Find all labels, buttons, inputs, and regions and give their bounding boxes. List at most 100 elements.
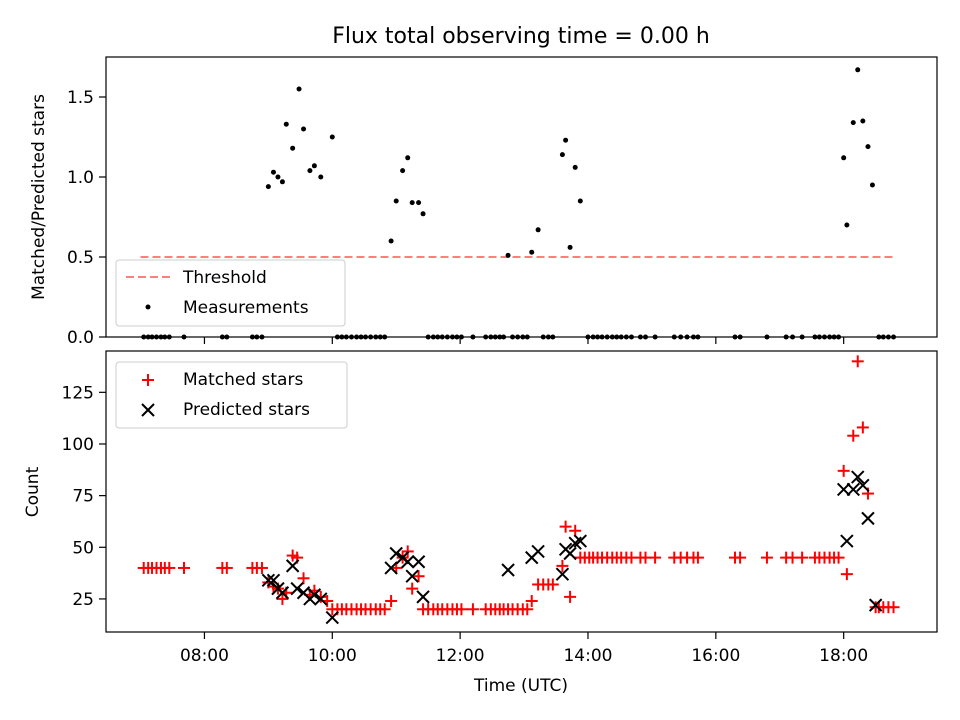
measurements-legend-label: Measurements <box>183 298 309 318</box>
measurement-point <box>420 211 426 217</box>
matched-star-point <box>378 603 391 616</box>
matched-star-point <box>837 464 850 477</box>
count-panel-xtick-label: 10:00 <box>308 646 357 666</box>
measurement-point <box>563 137 569 143</box>
measurement-point <box>290 145 296 151</box>
measurement-point <box>307 168 313 174</box>
measurement-point <box>329 134 335 140</box>
measurement-point <box>572 164 578 170</box>
matched-star-point <box>163 561 176 574</box>
measurement-point <box>844 222 850 228</box>
measurement-point <box>535 227 541 233</box>
predicted-star-point <box>405 569 419 583</box>
measurement-point <box>855 67 861 73</box>
measurement-point <box>393 198 399 204</box>
measurement-point <box>841 155 847 161</box>
matched-star-point <box>796 551 809 564</box>
predicted-star-point <box>861 511 875 526</box>
predicted-star-point <box>856 478 870 493</box>
measurement-point <box>416 200 422 206</box>
predicted-star-point <box>563 546 577 561</box>
ratio-panel-ytick-label: 1.0 <box>67 168 94 188</box>
matched-star-point <box>412 570 425 583</box>
predicted-star-point <box>851 470 865 484</box>
matched-star-point <box>851 355 864 368</box>
predicted-star-point <box>840 534 854 548</box>
count-panel-xtick-label: 14:00 <box>563 646 612 666</box>
count-panel-xtick-label: 18:00 <box>819 646 868 666</box>
measurement-point <box>279 179 285 185</box>
count-panel-xtick-label: 08:00 <box>180 646 229 666</box>
count-legend-box <box>115 361 348 429</box>
threshold-legend-label: Threshold <box>182 268 267 288</box>
matched-legend-label: Matched stars <box>183 370 303 390</box>
count-panel-ytick-label: 75 <box>72 487 94 507</box>
measurement-point <box>405 155 411 161</box>
predicted-star-point <box>266 573 281 588</box>
predicted-legend-label: Predicted stars <box>183 400 310 420</box>
ratio-panel: 0.0 0.5 1.0 1.5 Matched/Predicted stars Thr… <box>29 56 938 348</box>
measurement-point <box>409 200 415 206</box>
matched-legend-swatch <box>142 374 154 386</box>
count-panel-ytick-label: 50 <box>72 538 94 558</box>
count-panel-ytick-label: 25 <box>72 590 94 610</box>
measurement-point <box>265 184 271 190</box>
matched-star-point <box>649 551 662 564</box>
measurement-point <box>860 118 866 124</box>
matched-star-point <box>406 582 419 595</box>
predicted-star-point <box>307 588 322 602</box>
measurement-point <box>567 244 573 250</box>
predicted-star-point <box>531 544 545 559</box>
measurement-point <box>850 120 856 126</box>
matched-star-point <box>734 551 747 564</box>
count-panel-ytick-label: 100 <box>62 435 94 455</box>
measurement-point <box>301 126 307 132</box>
matched-star-point <box>760 551 773 564</box>
count-panel-xtick-label: 16:00 <box>691 646 740 666</box>
count-panel-frame <box>105 350 938 633</box>
predicted-star-point <box>416 590 430 604</box>
predicted-star-point <box>290 581 304 596</box>
count-panel-xtick-label: 12:00 <box>436 646 485 666</box>
matched-star-point <box>220 561 233 574</box>
measurement-point <box>388 238 394 244</box>
predicted-star-point <box>846 482 860 497</box>
ratio-panel-ytick-label: 1.5 <box>67 88 94 108</box>
measurements-legend-swatch <box>145 304 151 310</box>
measurement-point <box>559 152 565 158</box>
matched-star-point <box>840 568 853 581</box>
measurement-point <box>869 182 875 188</box>
ratio-legend: Threshold Measurements <box>115 259 346 327</box>
matched-star-point <box>276 592 289 605</box>
ratio-panel-ytick-label: 0.0 <box>67 328 94 348</box>
matched-star-point <box>559 520 572 533</box>
matched-star-point <box>832 551 845 564</box>
predicted-star-point <box>401 555 415 569</box>
chart-title: Flux total observing time = 0.00 h <box>332 24 710 49</box>
count-panel-ylabel: Count <box>23 466 43 517</box>
matched-star-point <box>297 572 310 585</box>
measurement-point <box>577 198 583 204</box>
measurement-point <box>400 168 406 174</box>
predicted-star-point <box>389 546 403 561</box>
predicted-star-point <box>411 555 426 569</box>
predicted-star-point <box>868 598 883 612</box>
matched-star-point <box>255 561 268 574</box>
count-legend: Matched stars Predicted stars <box>115 361 348 429</box>
measurement-point <box>275 174 281 180</box>
matched-star-point <box>455 603 468 616</box>
matched-star-point <box>521 603 534 616</box>
measurement-point <box>318 174 324 180</box>
predicted-star-point <box>384 561 398 575</box>
measurement-point <box>296 86 302 92</box>
ratio-legend-box <box>115 259 346 327</box>
predicted-legend-swatch <box>141 403 155 417</box>
predicted-star-point <box>275 586 290 600</box>
predicted-star-point <box>573 534 588 548</box>
measurement-point <box>283 121 289 127</box>
matched-star-point <box>564 590 577 603</box>
count-panel-ytick-label: 125 <box>62 383 94 403</box>
measurement-point <box>505 252 511 258</box>
measurement-point <box>311 163 317 169</box>
